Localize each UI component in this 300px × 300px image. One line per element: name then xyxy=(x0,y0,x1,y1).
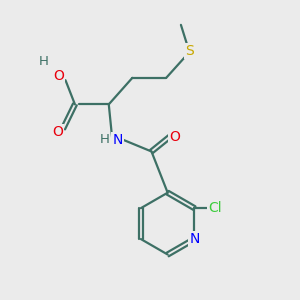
Text: N: N xyxy=(112,133,123,147)
Text: Cl: Cl xyxy=(208,201,222,215)
Text: O: O xyxy=(52,125,63,139)
Text: N: N xyxy=(189,232,200,246)
Text: H: H xyxy=(99,133,109,146)
Text: O: O xyxy=(53,68,64,83)
Text: O: O xyxy=(169,130,181,144)
Text: H: H xyxy=(39,55,49,68)
Text: S: S xyxy=(185,44,194,58)
